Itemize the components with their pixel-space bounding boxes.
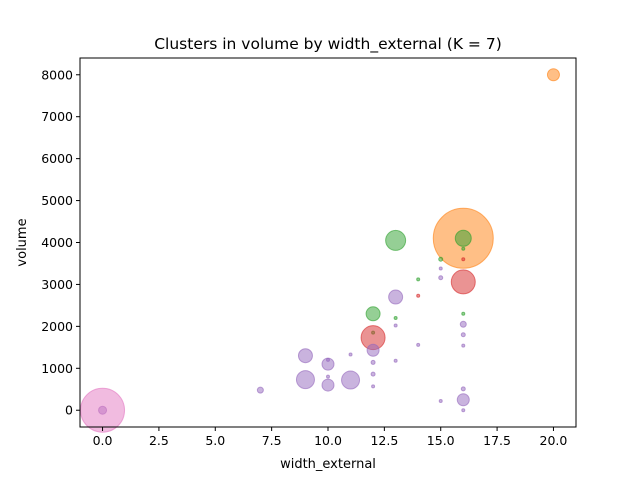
data-point-3-6: [366, 343, 380, 357]
x-tick-label: 20.0: [540, 433, 568, 448]
data-point-1-2: [365, 306, 381, 322]
data-point-3-0: [388, 289, 404, 305]
data-point-3-25: [348, 352, 353, 357]
data-point-3-10: [370, 359, 376, 365]
data-point-1-6: [393, 315, 398, 320]
x-axis: 0.0 2.5 5.0 7.5 10.0 12.5 15.0 17.5 20.0: [93, 427, 568, 448]
x-axis-label: width_external: [280, 457, 376, 472]
y-tick-label: 2000: [41, 319, 73, 334]
data-point-3-7: [456, 393, 470, 407]
x-tick-label: 0.0: [93, 433, 113, 448]
x-tick-label: 7.5: [262, 433, 282, 448]
data-point-3-16: [438, 266, 443, 271]
data-point-3-2: [295, 370, 315, 390]
points-layer: [80, 68, 560, 433]
data-point-3-9: [256, 386, 264, 394]
y-tick-label: 4000: [41, 235, 73, 250]
x-tick-label: 15.0: [427, 433, 455, 448]
data-point-3-1: [297, 348, 313, 364]
data-point-1-7: [461, 246, 466, 251]
data-point-3-17: [438, 275, 444, 281]
data-point-1-0: [385, 229, 407, 251]
data-point-3-22: [460, 386, 466, 392]
x-tick-label: 10.0: [314, 433, 342, 448]
data-point-2-2: [416, 293, 421, 298]
y-axis: 0 1000 2000 3000 4000 5000 6000 7000 8000: [41, 67, 80, 418]
data-point-3-13: [393, 323, 398, 328]
y-tick-label: 3000: [41, 277, 73, 292]
y-axis-label: volume: [15, 218, 30, 266]
y-tick-label: 1000: [41, 361, 73, 376]
data-point-1-3: [438, 256, 444, 262]
data-point-3-14: [393, 358, 398, 363]
data-point-3-11: [370, 371, 376, 377]
data-point-0-0: [546, 68, 560, 82]
x-tick-label: 12.5: [370, 433, 398, 448]
y-tick-label: 6000: [41, 151, 73, 166]
data-point-3-18: [438, 399, 443, 404]
x-tick-label: 2.5: [149, 433, 169, 448]
data-point-1-1: [454, 229, 472, 247]
x-tick-label: 17.5: [483, 433, 511, 448]
data-point-3-12: [371, 384, 376, 389]
data-point-3-3: [341, 370, 361, 390]
data-point-3-26: [326, 357, 330, 362]
data-point-4-0: [80, 387, 126, 433]
data-point-2-3: [461, 257, 466, 262]
y-tick-label: 7000: [41, 109, 73, 124]
data-point-3-24: [326, 374, 330, 379]
data-point-2-0: [450, 269, 476, 295]
data-point-3-19: [459, 320, 467, 328]
y-tick-label: 8000: [41, 67, 73, 82]
data-point-3-5: [321, 378, 335, 392]
data-point-1-5: [461, 311, 466, 316]
y-tick-label: 0: [65, 403, 73, 418]
data-point-1-4: [416, 277, 421, 282]
chart-title: Clusters in volume by width_external (K …: [154, 35, 502, 54]
data-point-3-15: [416, 342, 421, 347]
x-tick-label: 5.0: [205, 433, 225, 448]
data-point-3-23: [461, 408, 466, 413]
data-point-3-21: [461, 343, 466, 348]
y-tick-label: 5000: [41, 193, 73, 208]
data-point-3-20: [460, 332, 466, 338]
